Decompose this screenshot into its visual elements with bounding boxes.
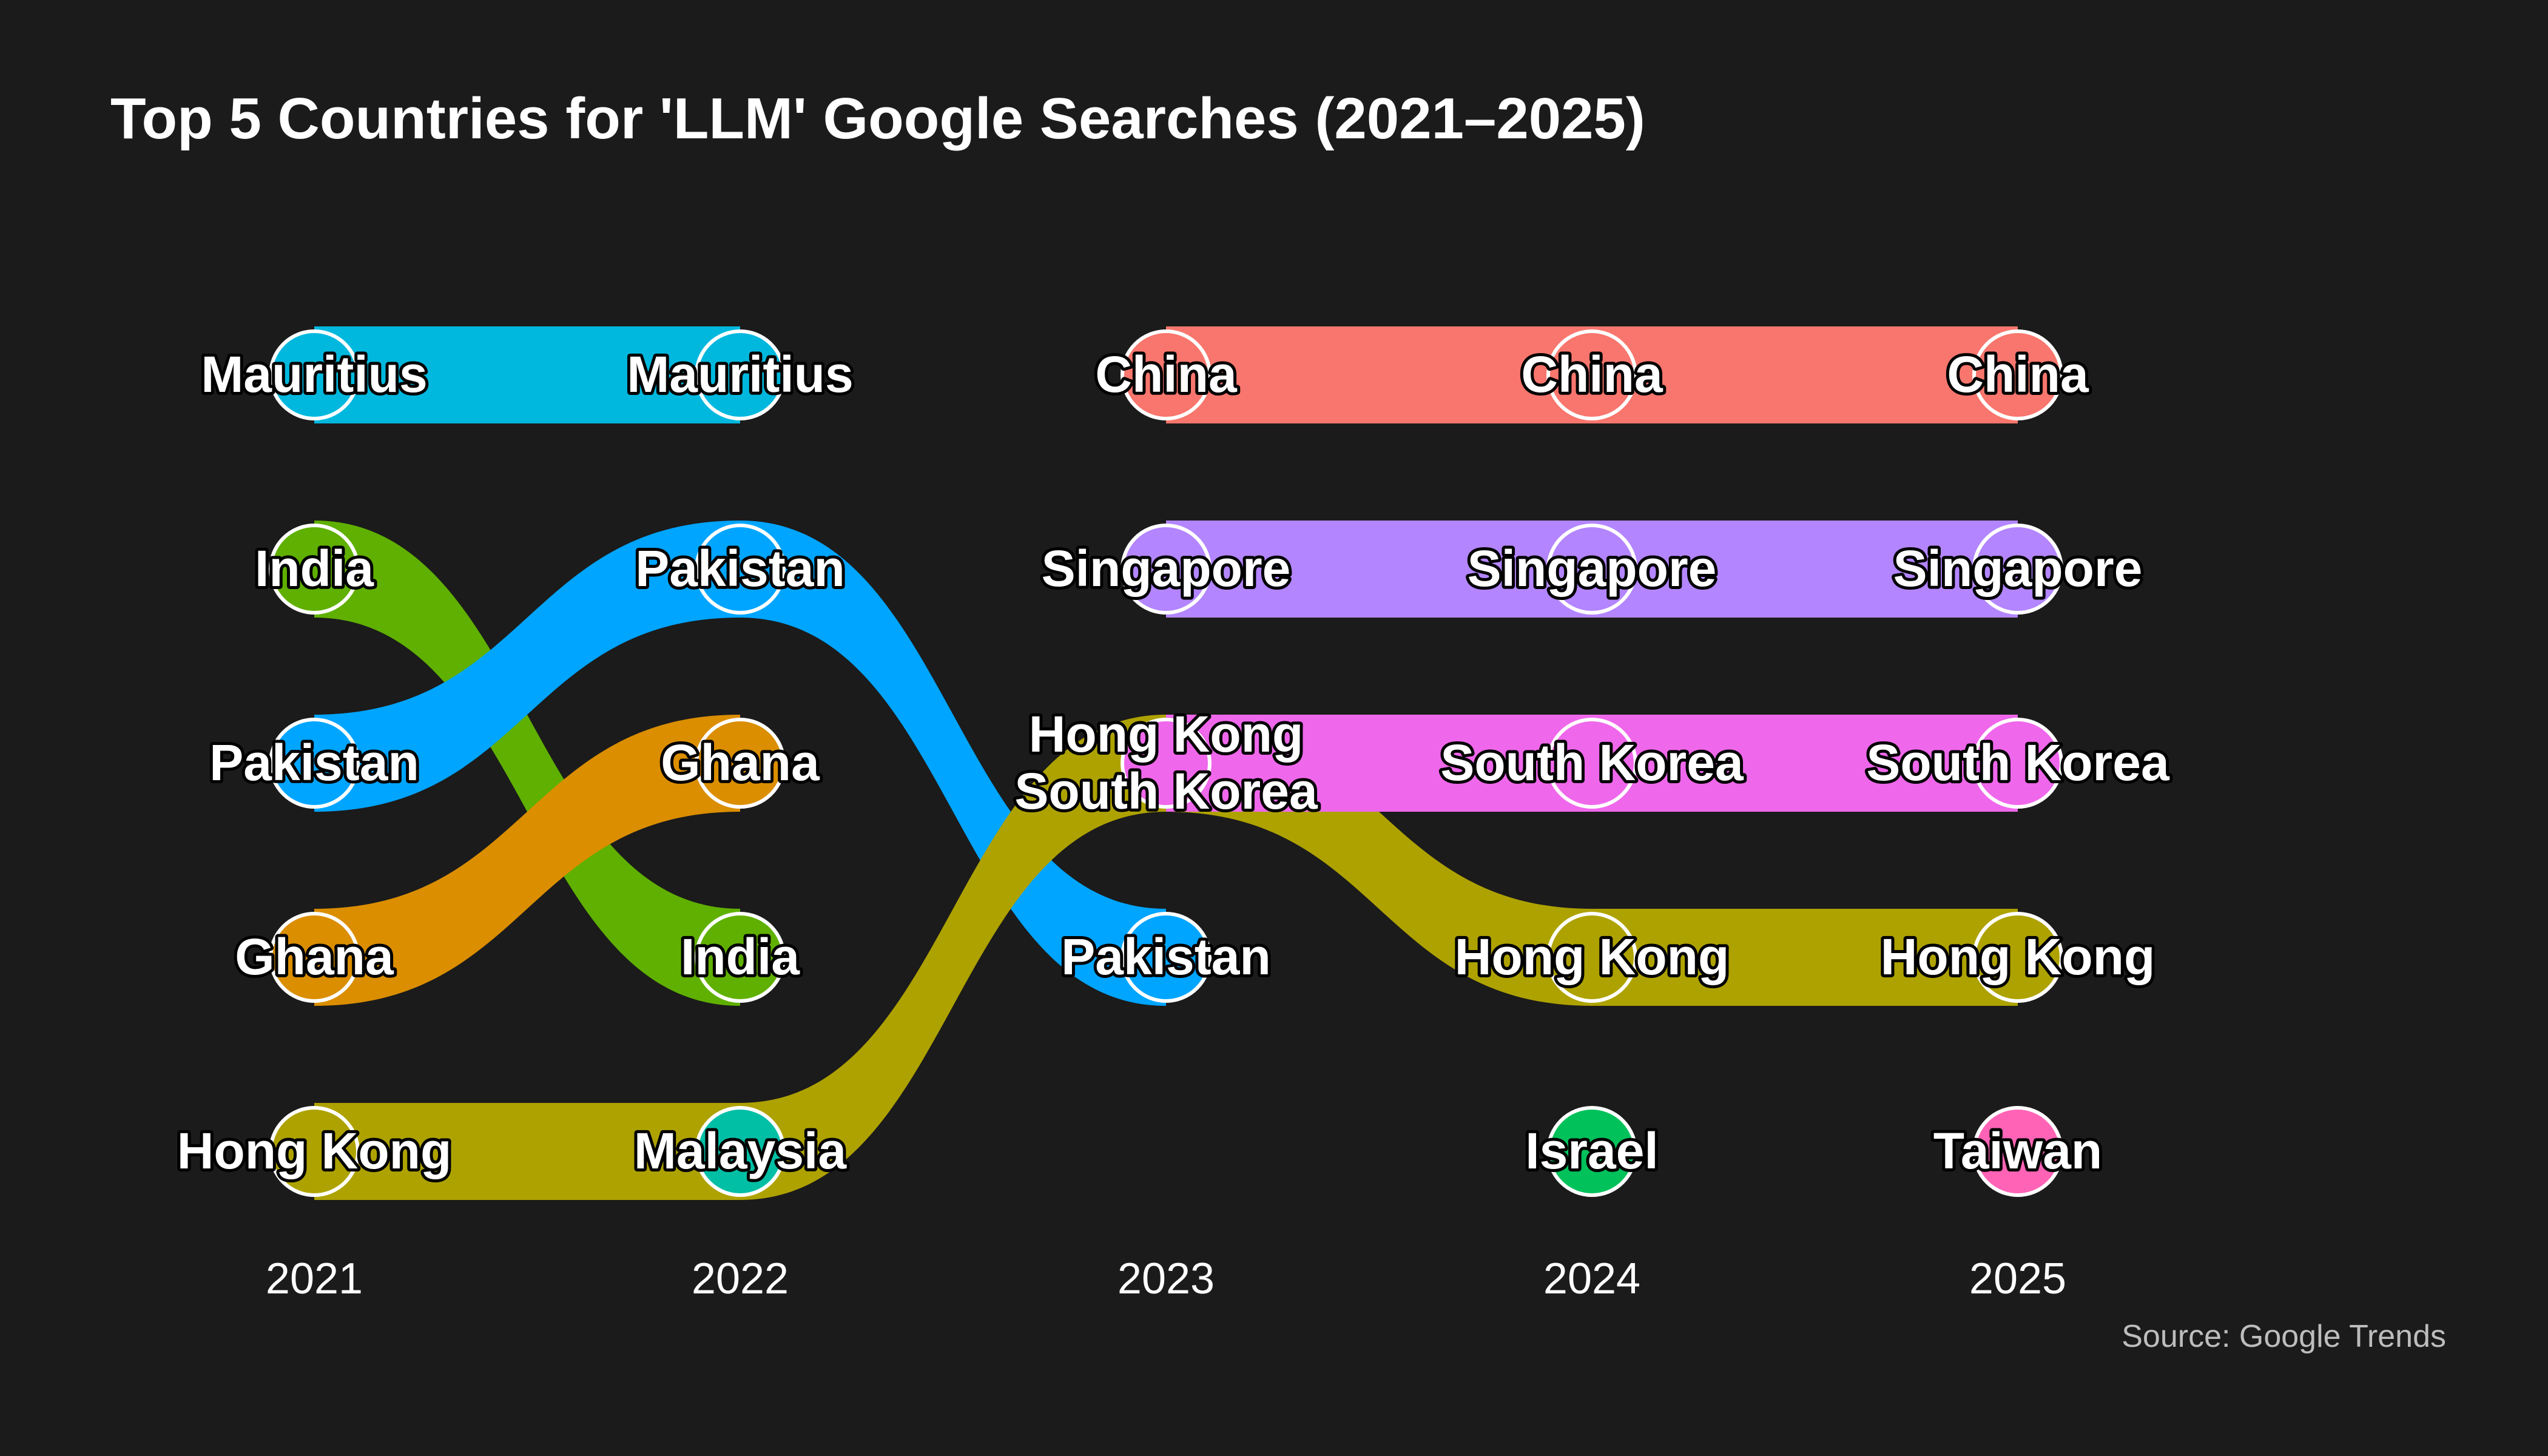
source-caption: Source: Google Trends <box>2122 1319 2446 1354</box>
flow-south-korea-2023-2024 <box>1166 715 1592 812</box>
flow-south-korea-2024-2025 <box>1592 715 2018 812</box>
flow-mauritius-2021-2022 <box>314 326 740 423</box>
node-label-2022-rank-2: Pakistan <box>635 540 845 597</box>
year-tick-2022: 2022 <box>692 1255 789 1303</box>
node-label-2022-rank-5: Malaysia <box>634 1122 848 1179</box>
node-2025-rank-1 <box>1972 329 2063 420</box>
flow-hong-kong-2024-2025 <box>1592 909 2018 1006</box>
node-2025-rank-2 <box>1972 524 2063 615</box>
flow-hong-kong-2022-2023 <box>740 715 1166 1200</box>
node-2022-rank-3 <box>695 718 786 809</box>
node-label-2024-rank-1: China <box>1521 346 1663 403</box>
node-2025-rank-4 <box>1972 912 2063 1003</box>
node-label-2023-rank-1: China <box>1095 346 1238 403</box>
node-label-2021-rank-1: Mauritius <box>201 346 427 403</box>
flow-singapore-2024-2025 <box>1592 521 2018 618</box>
rank-nodes <box>269 329 2063 1197</box>
node-2023-rank-2 <box>1121 524 1212 615</box>
node-2024-rank-2 <box>1546 524 1637 615</box>
year-tick-2023: 2023 <box>1117 1255 1215 1303</box>
node-label-2024-rank-4: Hong Kong <box>1455 928 1730 985</box>
node-2023-rank-3 <box>1121 718 1212 809</box>
node-2021-rank-2 <box>269 524 360 615</box>
node-labels: Mauritius India Pakistan Ghana Hong Kong Maur… <box>174 343 2173 1182</box>
node-2021-rank-4 <box>269 912 360 1003</box>
year-axis: 2021 2022 2023 2024 2025 <box>266 1255 2066 1303</box>
node-label-2025-rank-2: Singapore <box>1893 540 2143 597</box>
year-tick-2025: 2025 <box>1969 1255 2066 1303</box>
node-2023-rank-4 <box>1121 912 1212 1003</box>
node-2022-rank-1 <box>695 329 786 420</box>
node-label-2023-rank-4: Pakistan <box>1061 928 1271 985</box>
node-2021-rank-3 <box>269 718 360 809</box>
node-label-2022-rank-3: Ghana <box>661 734 820 791</box>
flow-india-2021-2022 <box>314 521 740 1006</box>
node-2023-rank-1 <box>1121 329 1212 420</box>
node-2022-rank-2 <box>695 524 786 615</box>
node-label-2025-rank-3: South Korea <box>1866 734 2170 791</box>
node-label-2023-rank-2: Singapore <box>1042 540 1291 597</box>
node-label-2022-rank-4: India <box>681 928 800 985</box>
flow-china-2024-2025 <box>1592 326 2018 423</box>
flow-china-2023-2024 <box>1166 326 1592 423</box>
node-label-2021-rank-5: Hong Kong <box>177 1122 452 1179</box>
node-2022-rank-5 <box>695 1106 786 1197</box>
node-2024-rank-5 <box>1546 1106 1637 1197</box>
node-label-2025-rank-4: Hong Kong <box>1881 928 2155 985</box>
node-label-2023-rank-3: Hong Kong South Korea <box>1014 706 1318 820</box>
flow-hong-kong-2021-2022 <box>314 1103 740 1200</box>
node-label-2021-rank-4: Ghana <box>235 928 394 985</box>
flow-ghana-2021-2022 <box>314 715 740 1006</box>
node-label-2021-rank-2: India <box>255 540 374 597</box>
chart-title: Top 5 Countries for 'LLM' Google Searche… <box>110 86 1645 151</box>
node-2025-rank-5 <box>1972 1106 2063 1197</box>
node-2021-rank-1 <box>269 329 360 420</box>
year-tick-2021: 2021 <box>266 1255 363 1303</box>
node-label-2024-rank-5: Israel <box>1525 1122 1659 1179</box>
node-2024-rank-3 <box>1546 718 1637 809</box>
flow-singapore-2023-2024 <box>1166 521 1592 618</box>
flow-pakistan-2022-2023 <box>740 521 1166 1006</box>
node-label-2022-rank-1: Mauritius <box>627 346 853 403</box>
node-label-2024-rank-3: South Korea <box>1440 734 1744 791</box>
node-2024-rank-4 <box>1546 912 1637 1003</box>
node-label-2025-rank-5: Taiwan <box>1933 1122 2103 1179</box>
node-2025-rank-3 <box>1972 718 2063 809</box>
node-2024-rank-1 <box>1546 329 1637 420</box>
flow-ribbons <box>314 326 2018 1200</box>
node-label-2025-rank-1: China <box>1947 346 2089 403</box>
node-2022-rank-4 <box>695 912 786 1003</box>
flow-pakistan-2021-2022 <box>314 521 740 812</box>
node-2021-rank-5 <box>269 1106 360 1197</box>
node-label-2021-rank-3: Pakistan <box>209 734 419 791</box>
node-label-2024-rank-2: Singapore <box>1468 540 1717 597</box>
year-tick-2024: 2024 <box>1543 1255 1640 1303</box>
